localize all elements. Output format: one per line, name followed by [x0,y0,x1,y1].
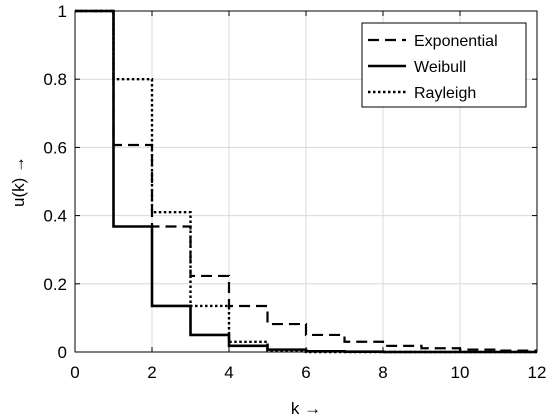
x-tick-label: 4 [224,363,233,382]
y-tick-label: 0.6 [43,138,67,157]
y-axis-label: u(k) → [9,156,28,207]
x-tick-label: 2 [147,363,156,382]
legend-label-weibull: Weibull [414,59,466,76]
y-tick-label: 0.2 [43,275,67,294]
x-tick-label: 10 [451,363,470,382]
x-tick-label: 8 [378,363,387,382]
x-tick-label: 12 [528,363,547,382]
y-tick-label: 0.8 [43,70,67,89]
y-tick-label: 1 [58,2,67,21]
legend-label-exponential: Exponential [414,33,498,50]
tick-labels: 0 2 4 6 8 10 12 0 0.2 0.4 0.6 0.8 1 [43,2,546,382]
x-axis-label: k → [291,399,321,418]
y-tick-label: 0 [58,343,67,362]
legend: Exponential Weibull Rayleigh [361,22,527,108]
y-tick-label: 0.4 [43,207,67,226]
x-tick-label: 0 [70,363,79,382]
x-tick-label: 6 [301,363,310,382]
legend-label-rayleigh: Rayleigh [414,85,476,102]
